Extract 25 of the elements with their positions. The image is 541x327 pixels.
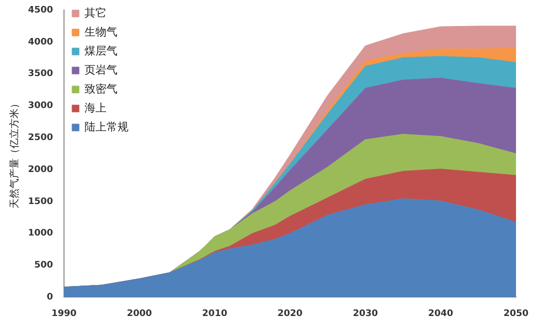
x-tick-label: 2010 (202, 308, 228, 319)
y-axis-title: 天然气产量（亿立方米） (8, 98, 21, 209)
x-tick-label: 2050 (503, 308, 529, 319)
legend-label: 煤层气 (84, 44, 118, 58)
x-tick-label: 2000 (126, 308, 152, 319)
y-tick-label: 0 (46, 292, 54, 303)
legend-label: 致密气 (84, 82, 118, 96)
legend-label: 页岩气 (84, 63, 118, 76)
x-tick-label: 1990 (52, 308, 77, 319)
y-tick-label: 1500 (28, 196, 54, 207)
y-tick-label: 4500 (28, 5, 54, 16)
y-tick-label: 2500 (28, 132, 54, 143)
x-tick-label: 2040 (428, 308, 454, 319)
x-tick-label: 2020 (277, 308, 303, 319)
y-tick-label: 2000 (28, 164, 54, 175)
y-tick-label: 3000 (28, 101, 54, 112)
legend-label: 生物气 (84, 25, 118, 38)
y-tick-label: 1000 (28, 228, 54, 239)
legend-label: 海上 (84, 101, 107, 114)
x-tick-label: 2030 (352, 308, 378, 319)
legend-label: 其它 (84, 6, 107, 20)
y-tick-label: 3500 (28, 69, 54, 80)
y-tick-label: 500 (34, 260, 54, 271)
legend-label: 陆上常规 (84, 120, 129, 134)
y-tick-label: 4000 (28, 37, 54, 48)
